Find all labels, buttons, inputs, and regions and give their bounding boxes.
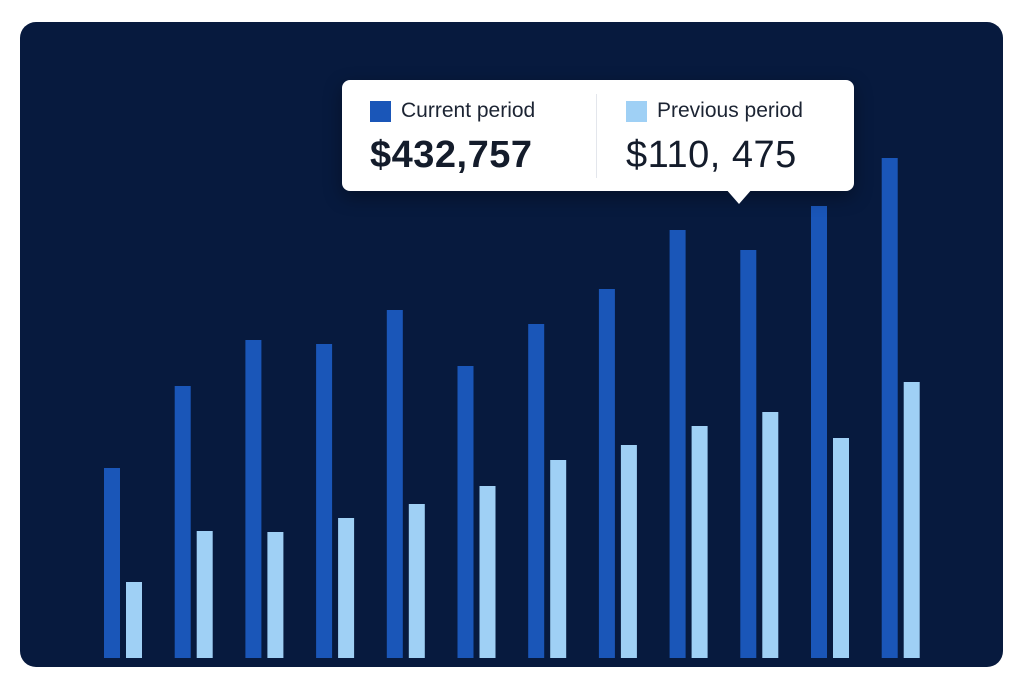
previous-bar-1[interactable] [126, 582, 142, 658]
previous-bar-4[interactable] [338, 518, 355, 658]
previous-bar-8[interactable] [620, 445, 637, 658]
current-label: Current period [401, 99, 536, 122]
current-bar-1[interactable] [104, 468, 120, 658]
current-bar-3[interactable] [245, 340, 262, 658]
previous-bar-5[interactable] [408, 504, 425, 658]
current-bar-8[interactable] [598, 289, 615, 658]
previous-bar-10[interactable] [762, 412, 779, 658]
current-value: $432,757 [370, 134, 533, 176]
current-bar-2[interactable] [174, 386, 191, 658]
current-bar-6[interactable] [457, 366, 474, 658]
chart-tooltip: Current period $432,757 Previous period … [342, 80, 854, 204]
chart-panel: Current period $432,757 Previous period … [20, 22, 1003, 667]
tooltip-divider [596, 94, 597, 178]
previous-label: Previous period [657, 99, 803, 122]
tooltip-previous: Previous period $110, 475 [626, 98, 803, 177]
previous-bar-12[interactable] [903, 382, 920, 658]
tooltip-current: Current period $432,757 [370, 98, 535, 177]
tooltip-pointer [725, 188, 753, 204]
current-bar-4[interactable] [316, 344, 333, 658]
current-bar-9[interactable] [669, 230, 686, 658]
previous-bar-6[interactable] [479, 486, 496, 658]
previous-swatch [626, 100, 647, 122]
current-bar-10[interactable] [740, 250, 757, 658]
previous-bar-7[interactable] [550, 460, 567, 658]
current-bar-7[interactable] [528, 324, 545, 658]
previous-bar-9[interactable] [691, 426, 708, 658]
previous-bar-3[interactable] [267, 532, 284, 658]
previous-bar-2[interactable] [196, 531, 213, 658]
current-swatch [370, 100, 391, 122]
previous-bar-11[interactable] [833, 438, 849, 658]
current-bar-11[interactable] [811, 206, 827, 658]
previous-value: $110, 475 [626, 134, 797, 176]
bar-chart [104, 158, 920, 658]
current-bar-5[interactable] [386, 310, 403, 658]
current-bar-12[interactable] [881, 158, 898, 658]
